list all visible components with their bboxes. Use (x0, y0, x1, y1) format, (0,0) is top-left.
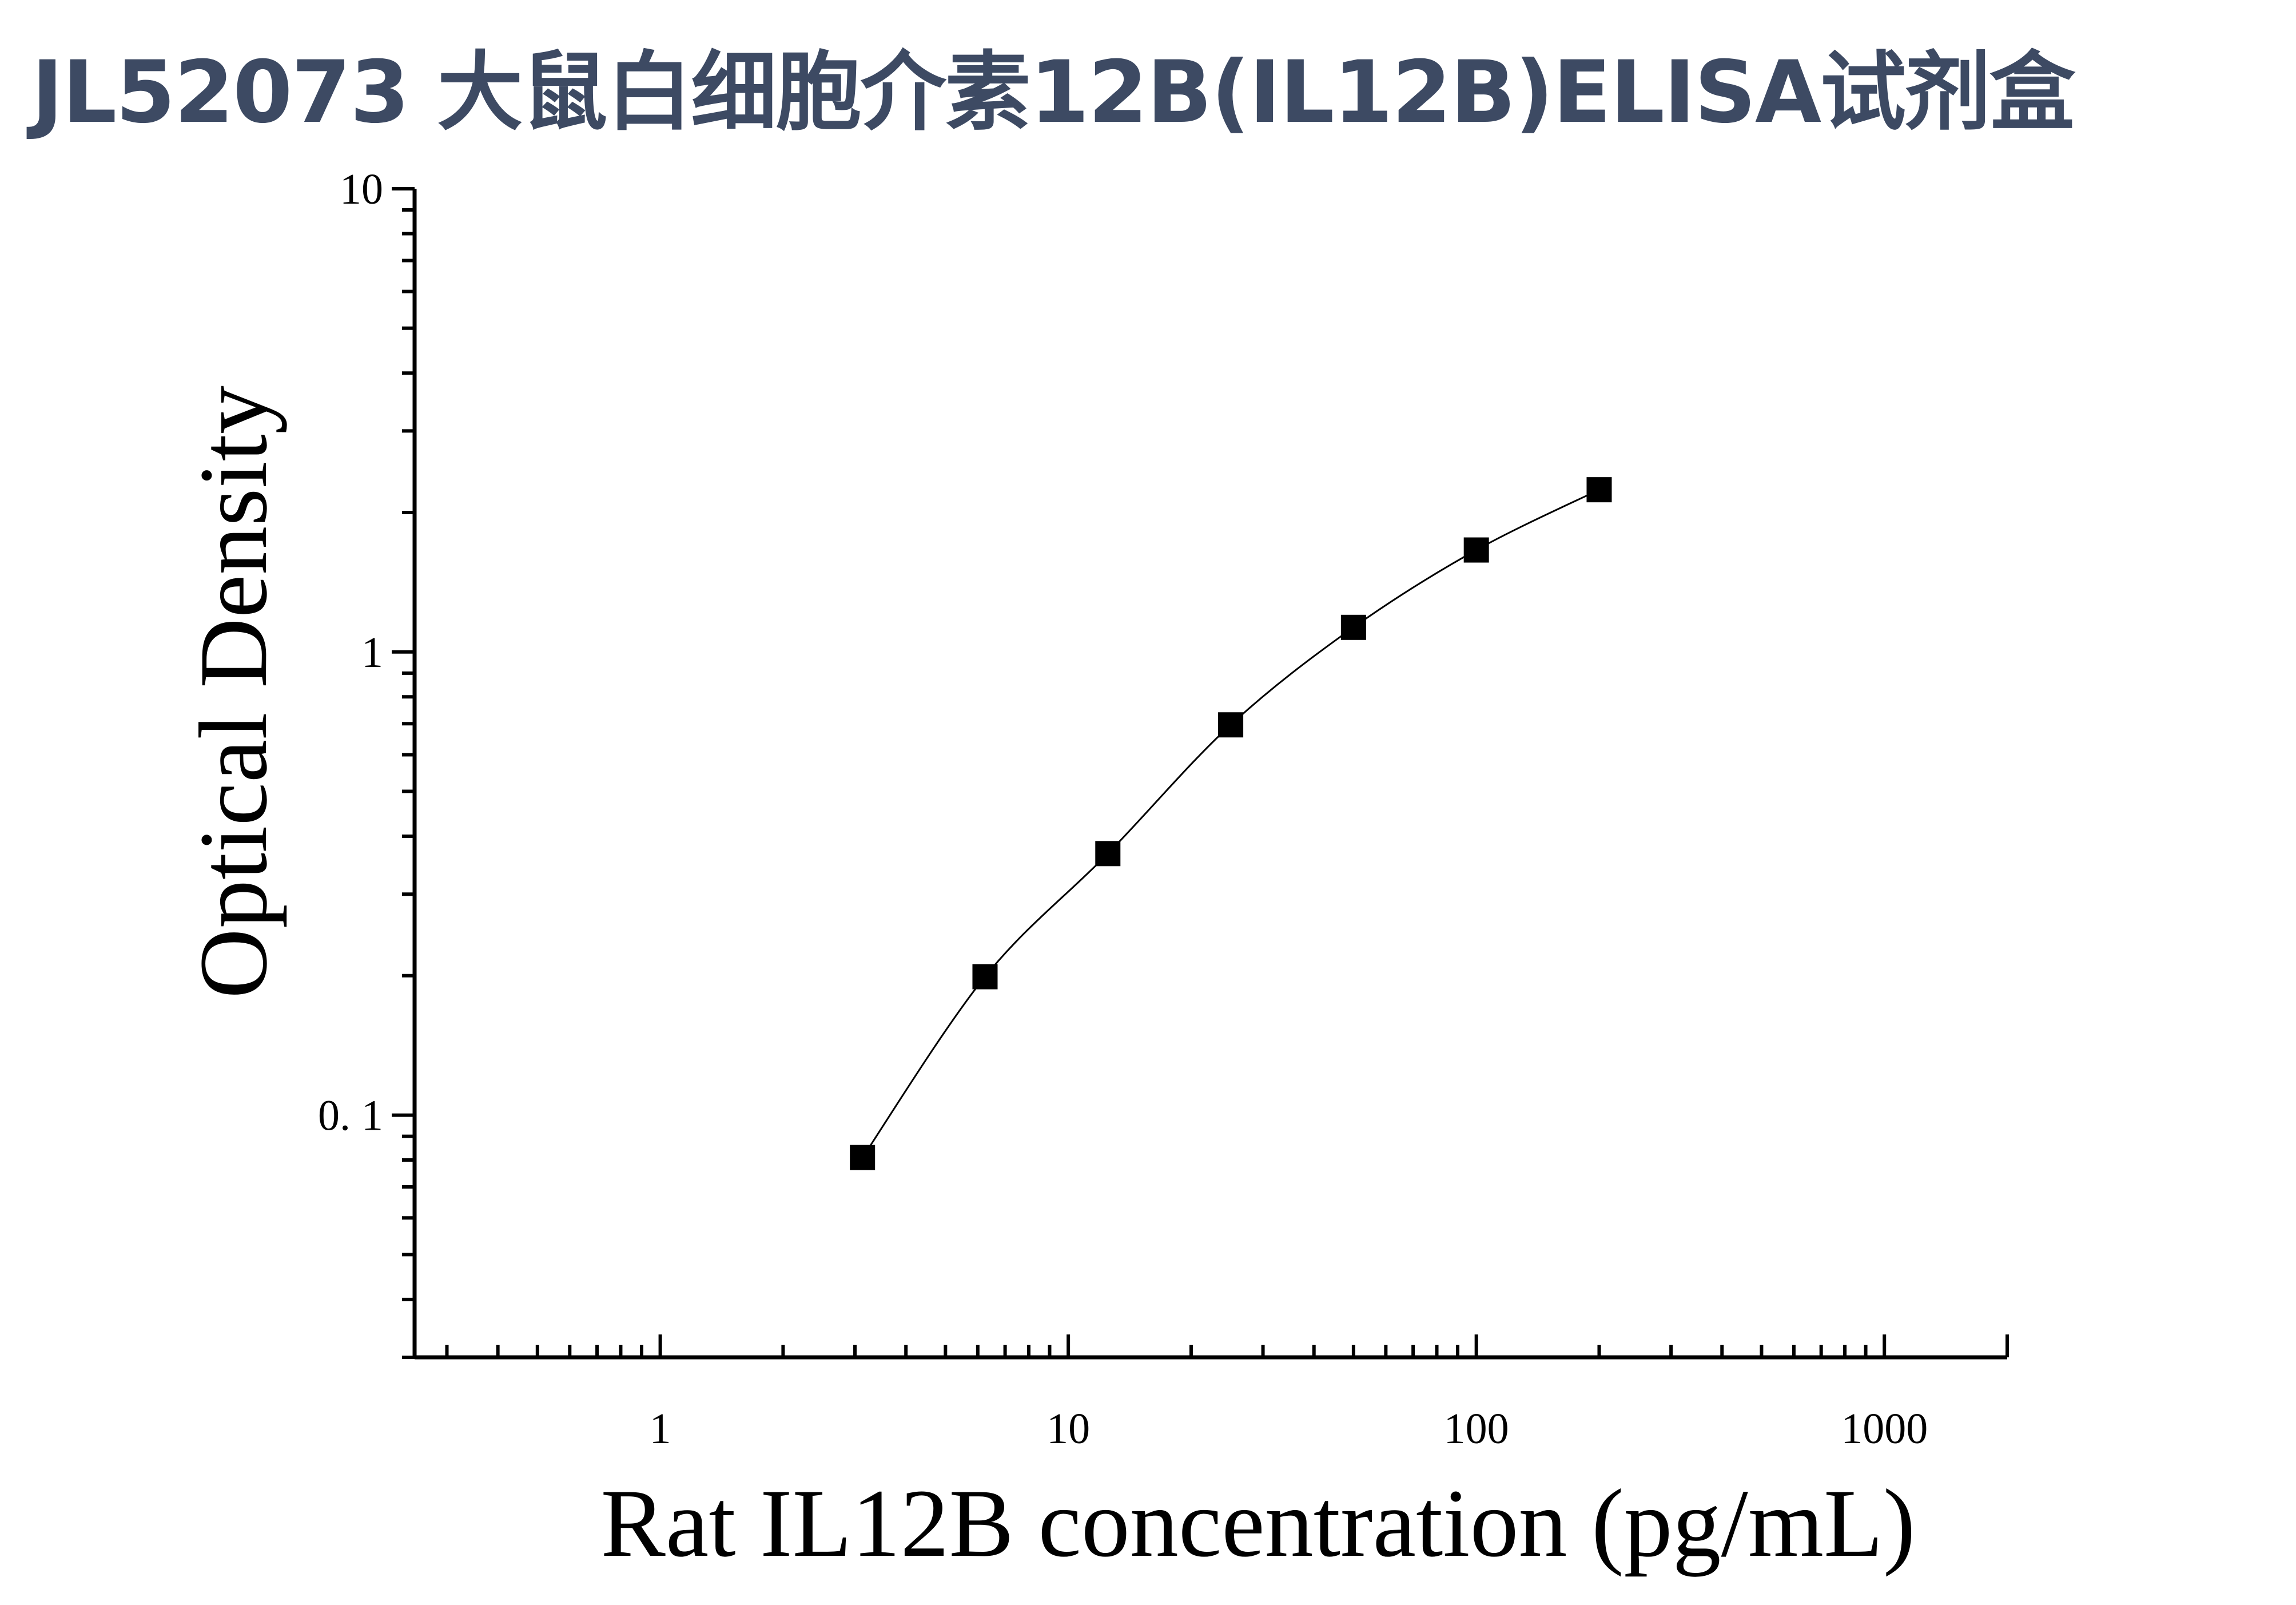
axes (412, 189, 2007, 1360)
y-axis-title: Optical Density (180, 386, 287, 999)
data-point (1463, 537, 1489, 563)
page-title: JL52073 大鼠白细胞介素12B(IL12B)ELISA试剂盒 (31, 43, 2075, 142)
y-tick-label: 0. 1 (318, 1092, 383, 1140)
data-point (1218, 712, 1244, 738)
x-tick-label: 10 (1046, 1405, 1090, 1453)
data-points (850, 477, 1612, 1170)
fit-curve (861, 488, 1600, 1158)
ticks (392, 187, 2009, 1359)
y-tick-label: 1 (361, 629, 383, 677)
x-tick-label: 100 (1444, 1405, 1509, 1453)
x-tick-label: 1 (650, 1405, 671, 1453)
tick-labels: 1 10 100 1000 0. 1 1 10 (318, 165, 1928, 1453)
data-point (1095, 841, 1121, 867)
data-point (1586, 477, 1612, 503)
y-tick-label: 10 (340, 165, 383, 213)
x-tick-label: 1000 (1841, 1405, 1928, 1453)
data-point (850, 1145, 876, 1170)
data-point (1340, 614, 1366, 640)
x-axis-title: Rat IL12B concentration (pg/mL) (600, 1469, 1915, 1577)
data-point (972, 964, 998, 990)
